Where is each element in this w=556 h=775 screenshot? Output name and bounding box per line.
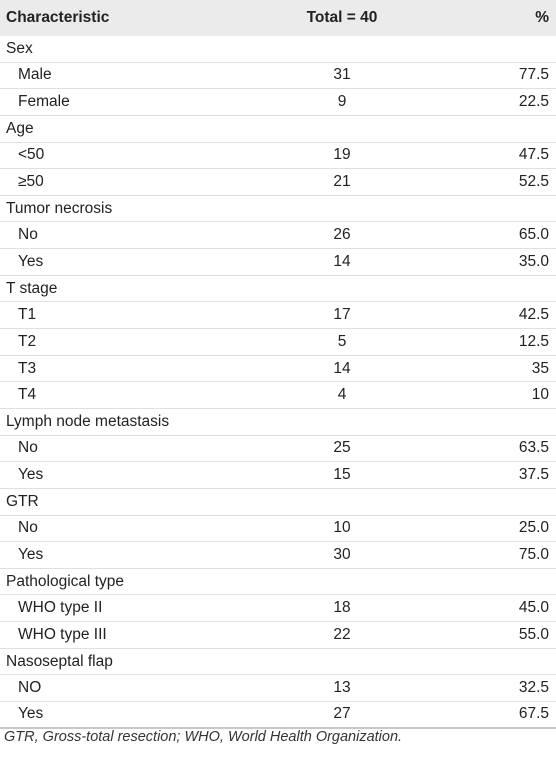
group-label: Age [6,119,34,137]
characteristics-table: Characteristic Total = 40 % Sex Male 31 77.… [0,0,556,729]
row-total: 27 [333,705,351,723]
table-group-row: Sex [0,36,556,63]
table-row: No 26 65.0 [0,222,556,250]
table-row: WHO type II 18 45.0 [0,595,556,623]
table-row: No 10 25.0 [0,516,556,543]
row-percent: 63.5 [518,439,549,457]
row-percent: 42.5 [518,306,549,324]
row-total: 18 [333,599,351,617]
row-label: <50 [18,146,45,164]
table-row: Yes 15 37.5 [0,462,556,489]
table-group-row: T stage [0,276,556,303]
group-label: Sex [6,39,33,57]
row-label: Yes [18,705,44,723]
row-total: 5 [337,332,347,350]
row-percent: 35.0 [518,252,549,270]
row-total: 13 [333,679,351,697]
row-total: 30 [333,545,351,563]
row-label: WHO type III [18,625,107,643]
table-header-row: Characteristic Total = 40 % [0,0,556,36]
row-percent: 25.0 [518,519,549,537]
group-label: Pathological type [6,572,125,590]
table-row: ≥50 21 52.5 [0,169,556,196]
row-total: 14 [333,252,351,270]
row-percent: 55.0 [518,625,549,643]
row-total: 15 [333,466,351,484]
row-label: NO [18,679,42,697]
table-row: WHO type III 22 55.0 [0,622,556,649]
row-percent: 22.5 [518,93,549,111]
table-row: Yes 14 35.0 [0,249,556,276]
row-label: WHO type II [18,599,103,617]
header-percent: % [535,9,549,26]
table-row: Yes 30 75.0 [0,542,556,569]
row-percent: 67.5 [518,705,549,723]
table-group-row: Tumor necrosis [0,196,556,223]
row-total: 31 [333,66,351,84]
table-body: Sex Male 31 77.5 Female 9 22.5 Age <50 19 47.5 ≥50 2… [0,36,556,729]
row-label: Yes [18,252,44,270]
table-row: T3 14 35 [0,356,556,383]
group-label: Tumor necrosis [6,199,113,217]
table-row: Female 9 22.5 [0,89,556,116]
row-label: Yes [18,545,44,563]
row-total: 17 [333,306,351,324]
table-footnote: GTR, Gross-total resection; WHO, World H… [4,729,403,745]
row-total: 21 [333,173,351,191]
row-percent: 77.5 [518,66,549,84]
table-group-row: GTR [0,489,556,516]
table-row: No 25 63.5 [0,436,556,463]
table-group-row: Nasoseptal flap [0,649,556,676]
row-label: T1 [18,306,37,324]
table-row: T4 4 10 [0,382,556,409]
table-row: Male 31 77.5 [0,63,556,90]
row-total: 25 [333,439,351,457]
row-total: 19 [333,146,351,164]
row-label: T2 [18,332,37,350]
header-characteristic: Characteristic [6,9,110,26]
group-label: Lymph node metastasis [6,412,170,430]
row-percent: 12.5 [518,332,549,350]
row-label: ≥50 [18,173,44,191]
table-group-row: Pathological type [0,569,556,596]
row-percent: 32.5 [518,679,549,697]
row-label: T3 [18,359,37,377]
row-label: Yes [18,466,44,484]
row-total: 22 [333,625,351,643]
row-percent: 47.5 [518,146,549,164]
row-total: 4 [337,386,347,404]
row-total: 9 [337,93,347,111]
row-label: No [18,439,38,457]
row-percent: 75.0 [518,545,549,563]
group-label: GTR [6,492,39,510]
row-label: T4 [18,386,37,404]
row-total: 10 [333,519,351,537]
row-percent: 37.5 [518,466,549,484]
table-row: <50 19 47.5 [0,143,556,170]
row-label: Male [18,66,52,84]
row-percent: 65.0 [518,226,549,244]
row-total: 14 [333,359,351,377]
row-percent: 52.5 [518,173,549,191]
table-row: T1 17 42.5 [0,302,556,330]
row-label: No [18,519,38,537]
table-row: T2 5 12.5 [0,329,556,356]
header-total: Total = 40 [306,9,378,26]
row-percent: 45.0 [518,599,549,617]
row-label: No [18,226,38,244]
row-percent: 10 [531,386,549,404]
group-label: Nasoseptal flap [6,652,113,670]
row-percent: 35 [531,359,549,377]
table-row: NO 13 32.5 [0,675,556,703]
table-row: Yes 27 67.5 [0,702,556,729]
row-label: Female [18,93,70,111]
table-group-row: Age [0,116,556,143]
table-group-row: Lymph node metastasis [0,409,556,436]
row-total: 26 [333,226,351,244]
group-label: T stage [6,279,58,297]
